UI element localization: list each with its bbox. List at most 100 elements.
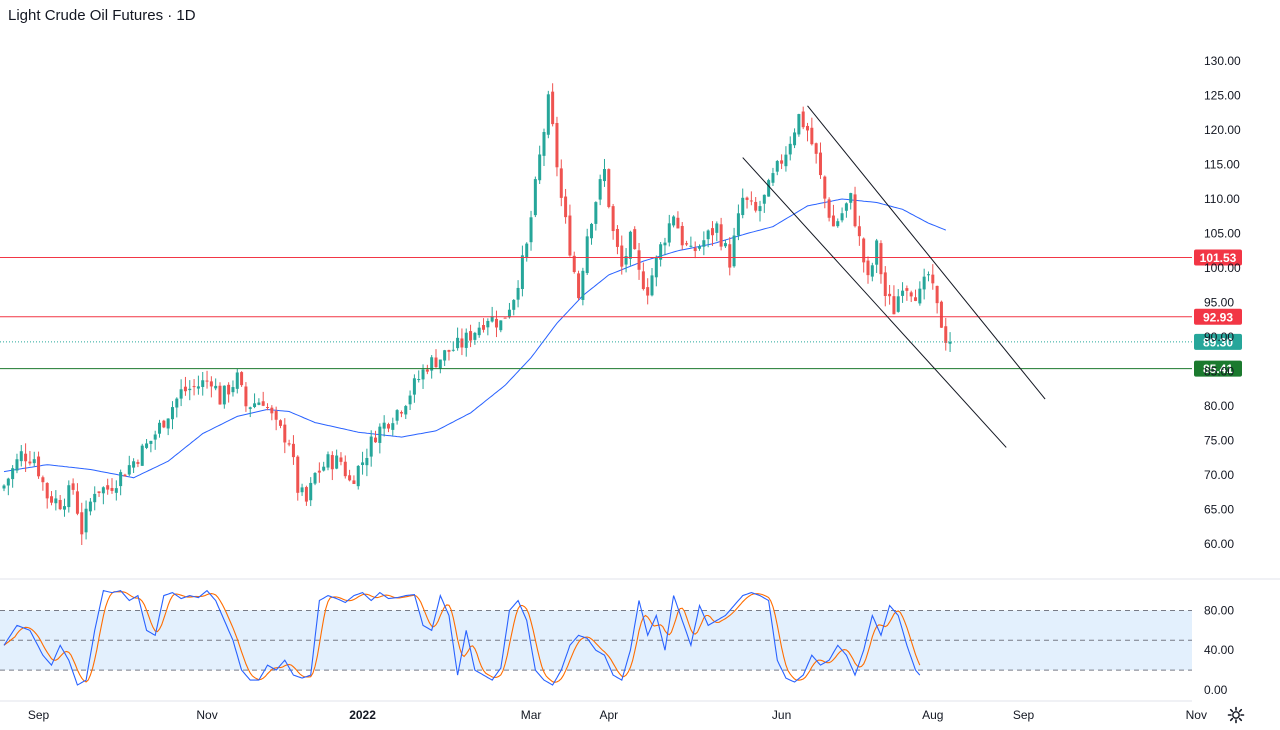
candle-body (490, 316, 494, 322)
candle-body (831, 215, 835, 227)
candle (101, 486, 105, 505)
candle-body (529, 217, 533, 243)
candle-body (274, 410, 278, 420)
candle (529, 210, 533, 251)
candle-body (646, 287, 650, 296)
candle-body (650, 275, 654, 296)
candle (914, 289, 918, 302)
candle-body (106, 485, 110, 490)
candle (572, 251, 576, 274)
candle (67, 480, 71, 513)
candle-body (758, 206, 762, 212)
candle (672, 215, 676, 228)
candle (767, 178, 771, 197)
candle (343, 455, 347, 479)
candle-body (149, 440, 153, 444)
candle-body (140, 445, 144, 466)
candle-body (326, 454, 330, 468)
candle-body (32, 459, 36, 464)
candle-body (568, 215, 572, 256)
candle (11, 465, 15, 488)
candle (153, 430, 157, 450)
price-tick-label: 85.00 (1204, 365, 1234, 379)
candle-body (270, 407, 274, 414)
candle-body (788, 143, 792, 155)
candle-body (879, 243, 883, 275)
candle-body (114, 488, 118, 493)
candle-body (641, 271, 645, 290)
time-tick-label: 2022 (349, 708, 376, 722)
candle (685, 240, 689, 247)
candle (218, 382, 222, 405)
candle (793, 128, 797, 149)
candle (490, 306, 494, 323)
candle-body (663, 242, 667, 246)
candle-body (948, 341, 952, 344)
candle (399, 410, 403, 418)
candle (304, 485, 308, 506)
candle (788, 136, 792, 161)
candle-body (736, 213, 740, 236)
candle (391, 417, 395, 436)
candle-body (784, 154, 788, 167)
candle-body (516, 287, 520, 300)
candle-body (110, 487, 114, 491)
candle-body (97, 491, 101, 493)
candle-body (451, 349, 455, 351)
candle (192, 379, 196, 396)
resistance-1-label-box (1194, 249, 1242, 266)
candle (482, 318, 486, 333)
candle-body (892, 296, 896, 315)
candle (862, 237, 866, 273)
support-1-label-text: 85.41 (1203, 362, 1233, 376)
candle (106, 478, 110, 495)
candle-body (205, 380, 209, 382)
candle-body (918, 288, 922, 304)
settings-icon[interactable] (1226, 705, 1246, 725)
candle-body (399, 412, 403, 414)
candle-body (412, 378, 416, 395)
candle-body (434, 357, 438, 368)
candle-body (339, 457, 343, 462)
candle (520, 245, 524, 297)
candle-body (914, 297, 918, 301)
time-tick-label: Apr (599, 708, 618, 722)
candle (849, 192, 853, 210)
candle (274, 406, 278, 431)
candle-body (123, 474, 127, 477)
chart-title: Light Crude Oil Futures · 1D (8, 7, 196, 24)
candle (831, 204, 835, 227)
candle-body (101, 487, 105, 494)
candle-body (196, 386, 200, 389)
candle-body (793, 132, 797, 146)
candle-body (680, 225, 684, 246)
candle-body (732, 235, 736, 267)
candle-body (844, 203, 848, 211)
candle (698, 244, 702, 251)
candle-body (162, 420, 166, 428)
candle (188, 380, 192, 401)
candle (641, 262, 645, 291)
candle-body (430, 357, 434, 371)
candle (45, 482, 49, 509)
candle (909, 290, 913, 303)
candle (693, 241, 697, 259)
candle-body (15, 459, 19, 471)
candle-body (520, 255, 524, 290)
candle-body (719, 224, 723, 247)
candle-body (598, 179, 602, 200)
candle (646, 278, 650, 305)
candle (278, 419, 282, 429)
candle (741, 188, 745, 219)
candle (888, 284, 892, 305)
candle (88, 498, 92, 516)
candle-body (188, 388, 192, 391)
candle (486, 318, 490, 336)
candle (538, 145, 542, 184)
candle-body (533, 179, 537, 216)
candle (378, 423, 382, 454)
candle (611, 203, 615, 240)
candle (443, 349, 447, 367)
candle-body (922, 276, 926, 290)
